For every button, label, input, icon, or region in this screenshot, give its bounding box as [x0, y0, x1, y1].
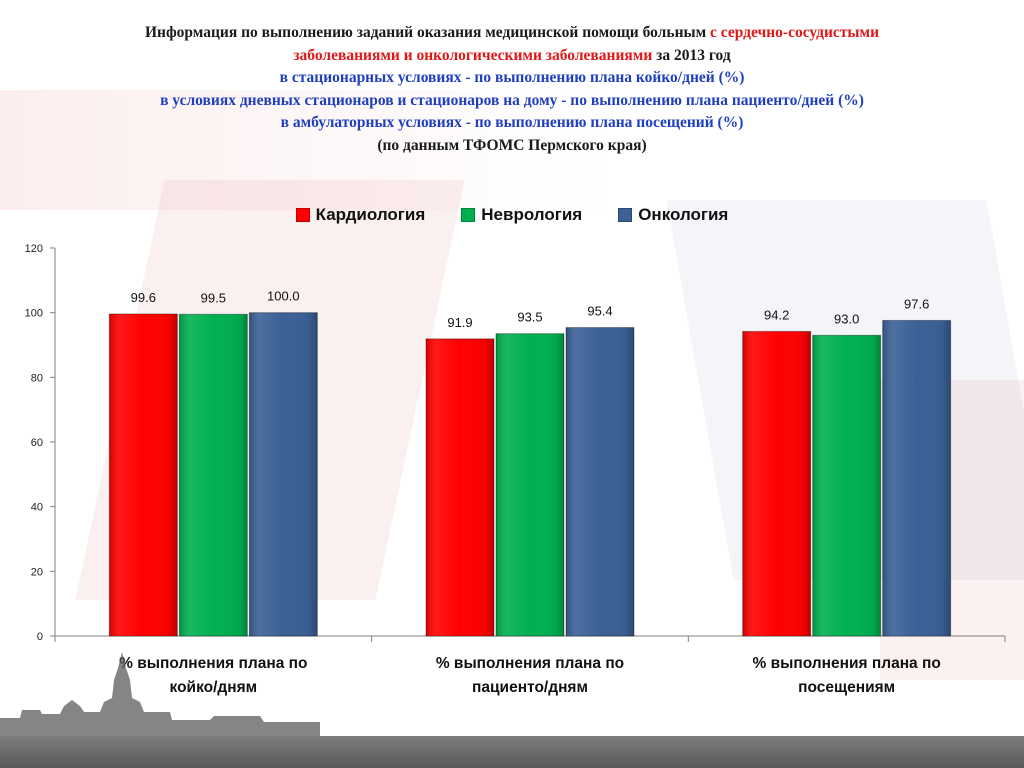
- legend-item-oncology: Онкология: [618, 205, 728, 225]
- title-line-1: Информация по выполнению заданий оказани…: [0, 22, 1024, 45]
- y-tick-label-120: 120: [25, 243, 43, 255]
- data-label-2-0: 100.0: [267, 289, 300, 304]
- slide-title: Информация по выполнению заданий оказани…: [0, 22, 1024, 157]
- data-label-0-0: 99.6: [131, 290, 156, 305]
- legend-swatch-oncology: [618, 208, 633, 222]
- category-label-line: % выполнения плана по: [119, 655, 307, 672]
- y-tick-label-80: 80: [31, 372, 43, 384]
- y-tick-label-60: 60: [31, 437, 43, 449]
- chart-bars: [108, 312, 952, 637]
- data-label-2-1: 95.4: [587, 304, 612, 319]
- title-line-1-red: с сердечно-сосудистыми: [706, 24, 880, 41]
- chart-legend: Кардиология Неврология Онкология: [0, 205, 1024, 225]
- y-tick-label-20: 20: [31, 566, 43, 578]
- category-label-0: % выполнения плана по койко/дням: [119, 655, 307, 696]
- legend-label-neurology: Неврология: [481, 205, 583, 224]
- title-line-4: в условиях дневных стационаров и стацион…: [160, 91, 864, 109]
- title-line-2: заболеваниями и онкологическими заболева…: [0, 45, 1024, 68]
- category-label-2: % выполнения плана по посещениям: [753, 655, 941, 696]
- data-label-0-2: 94.2: [764, 307, 789, 322]
- legend-item-neurology: Неврология: [461, 205, 582, 225]
- title-line-3: в стационарных условиях - по выполнению …: [279, 69, 745, 86]
- title-line-6: (по данным ТФОМС Пермского края): [377, 136, 647, 154]
- data-label-2-2: 97.6: [904, 296, 929, 311]
- category-label-line: % выполнения плана по: [753, 655, 941, 672]
- category-label-line: койко/дням: [170, 679, 258, 696]
- bar-shine-0-2: [742, 331, 811, 636]
- city-skyline-decoration: [0, 652, 320, 740]
- legend-swatch-neurology: [461, 208, 476, 222]
- data-label-1-1: 93.5: [517, 310, 542, 325]
- title-line-1-dark: Информация по выполнению заданий оказани…: [144, 24, 707, 41]
- bar-shine-2-1: [566, 327, 634, 636]
- legend-item-cardiology: Кардиология: [295, 205, 426, 225]
- data-label-1-2: 93.0: [834, 311, 859, 326]
- footer-band: [0, 736, 1024, 768]
- category-label-line: % выполнения плана по: [436, 655, 624, 672]
- data-label-1-0: 99.5: [201, 290, 226, 305]
- title-line-5: в амбулаторных условиях - по выполнению …: [280, 114, 744, 131]
- y-tick-label-100: 100: [25, 308, 43, 320]
- bar-shine-0-1: [426, 338, 494, 636]
- bar-shine-2-0: [249, 312, 318, 636]
- bar-shine-2-2: [882, 320, 951, 636]
- bar-shine-1-2: [812, 335, 881, 636]
- title-line-2-red: заболеваниями и онкологическими заболева…: [293, 46, 653, 64]
- title-line-2-dark: за 2013 год: [652, 46, 731, 64]
- bar-shine-0-0: [109, 313, 178, 636]
- data-label-0-1: 91.9: [447, 315, 472, 330]
- bar-shine-1-1: [496, 333, 564, 636]
- chart-labels: 99.6 99.5 100.0 % выполнения плана по койко/…: [119, 289, 941, 696]
- legend-label-cardiology: Кардиология: [315, 205, 426, 224]
- category-label-line: посещениям: [798, 679, 895, 696]
- category-label-1: % выполнения плана по пациенто/дням: [436, 655, 624, 696]
- legend-label-oncology: Онкология: [638, 205, 729, 224]
- y-tick-label-40: 40: [31, 502, 43, 514]
- y-tick-label-0: 0: [37, 631, 43, 643]
- legend-swatch-cardiology: [295, 208, 310, 222]
- bar-shine-1-0: [179, 314, 248, 636]
- category-label-line: пациенто/дням: [472, 679, 588, 696]
